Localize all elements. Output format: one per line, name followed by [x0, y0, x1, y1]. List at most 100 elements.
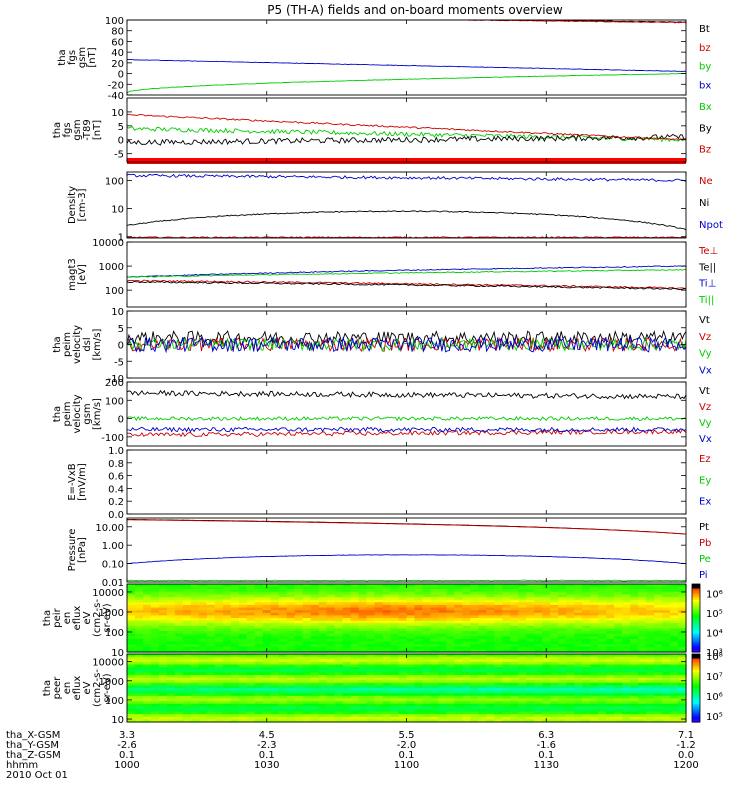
heatmap-cell — [478, 682, 487, 686]
heatmap-cell — [158, 719, 168, 723]
heatmap-cell — [142, 612, 152, 616]
heatmap-cell — [230, 594, 240, 598]
heatmap-cell — [646, 594, 655, 598]
heatmap-cell — [678, 646, 687, 650]
heatmap-cell — [678, 667, 687, 671]
heatmap-cell — [494, 591, 503, 596]
heatmap-cell — [310, 604, 320, 609]
heatmap-cell — [414, 584, 424, 588]
heatmap-cell — [127, 685, 136, 689]
heatmap-cell — [526, 623, 535, 627]
heatmap-cell — [590, 659, 599, 663]
heatmap-cell — [374, 589, 384, 593]
heatmap-cell — [158, 641, 168, 645]
heatmap-cell — [382, 615, 392, 619]
heatmap-cell — [526, 688, 535, 692]
heatmap-cell — [670, 638, 679, 643]
heatmap-cell — [430, 708, 440, 713]
heatmap-cell — [318, 690, 328, 694]
heatmap-cell — [614, 711, 623, 715]
heatmap-cell — [446, 649, 456, 653]
legend-6-2: Vy — [699, 418, 712, 429]
heatmap-cell — [270, 654, 280, 658]
heatmap-cell — [342, 594, 352, 598]
heatmap-cell — [262, 708, 272, 713]
heatmap-cell — [518, 664, 527, 668]
heatmap-cell — [158, 628, 168, 632]
heatmap-cell — [302, 625, 312, 630]
heatmap-cell — [222, 628, 232, 632]
y-tick-label: 0.6 — [108, 472, 124, 483]
heatmap-cell — [230, 690, 240, 694]
heatmap-cell — [302, 633, 312, 637]
heatmap-cell — [470, 703, 479, 707]
heatmap-cell — [494, 594, 503, 598]
colorbar-swatch — [692, 588, 700, 592]
heatmap-cell — [374, 690, 384, 694]
panel-frame — [126, 97, 687, 163]
heatmap-cell — [238, 667, 248, 671]
heatmap-cell — [430, 682, 440, 686]
heatmap-cell — [174, 674, 184, 679]
heatmap-cell — [526, 618, 535, 622]
legend-5-3: Vx — [699, 365, 712, 376]
heatmap-cell — [238, 672, 248, 676]
heatmap-cell — [486, 589, 495, 593]
heatmap-cell — [262, 695, 272, 700]
heatmap-cell — [142, 599, 152, 603]
heatmap-cell — [462, 646, 471, 650]
heatmap-cell — [550, 631, 559, 635]
heatmap-cell — [622, 594, 631, 598]
heatmap-cell — [494, 636, 503, 640]
heatmap-cell — [342, 708, 352, 713]
heatmap-cell — [598, 633, 607, 637]
heatmap-cell — [166, 638, 176, 643]
y-label-line: Pressure — [67, 529, 78, 572]
heatmap-cell — [606, 636, 615, 640]
heatmap-cell — [206, 594, 216, 598]
heatmap-cell — [486, 644, 495, 648]
heatmap-cell — [654, 615, 663, 619]
heatmap-cell — [158, 698, 168, 702]
heatmap-cell — [422, 682, 432, 686]
heatmap-cell — [278, 685, 288, 689]
heatmap-cell — [510, 615, 519, 619]
heatmap-cell — [150, 716, 160, 720]
heatmap-cell — [406, 620, 416, 624]
heatmap-cell — [270, 711, 280, 715]
heatmap-cell — [630, 602, 639, 606]
heatmap-cell — [294, 633, 304, 637]
heatmap-cell — [398, 693, 408, 697]
heatmap-cell — [230, 669, 240, 673]
heatmap-cell — [438, 674, 448, 679]
heatmap-cell — [534, 688, 543, 692]
heatmap-cell — [150, 711, 160, 715]
heatmap-cell — [246, 711, 256, 715]
heatmap-cell — [622, 631, 631, 635]
heatmap-cell — [414, 591, 424, 596]
heatmap-cell — [542, 615, 551, 619]
heatmap-cell — [174, 680, 184, 684]
heatmap-cell — [590, 644, 599, 648]
heatmap-cell — [398, 589, 408, 593]
heatmap-cell — [318, 618, 328, 622]
heatmap-cell — [302, 685, 312, 689]
heatmap-cell — [510, 612, 519, 616]
heatmap-cell — [278, 638, 288, 643]
heatmap-cell — [582, 633, 591, 637]
heatmap-cell — [526, 716, 535, 720]
heatmap-cell — [142, 669, 152, 673]
heatmap-cell — [286, 706, 296, 710]
heatmap-cell — [590, 677, 599, 681]
heatmap-cell — [454, 708, 463, 713]
heatmap-cell — [470, 602, 479, 606]
heatmap-cell — [606, 719, 615, 723]
heatmap-cell — [462, 669, 471, 673]
heatmap-cell — [438, 646, 448, 650]
heatmap-cell — [646, 690, 655, 694]
heatmap-cell — [662, 695, 671, 700]
heatmap-cell — [558, 597, 567, 601]
heatmap-cell — [174, 638, 184, 643]
heatmap-cell — [222, 669, 232, 673]
heatmap-cell — [678, 693, 687, 697]
